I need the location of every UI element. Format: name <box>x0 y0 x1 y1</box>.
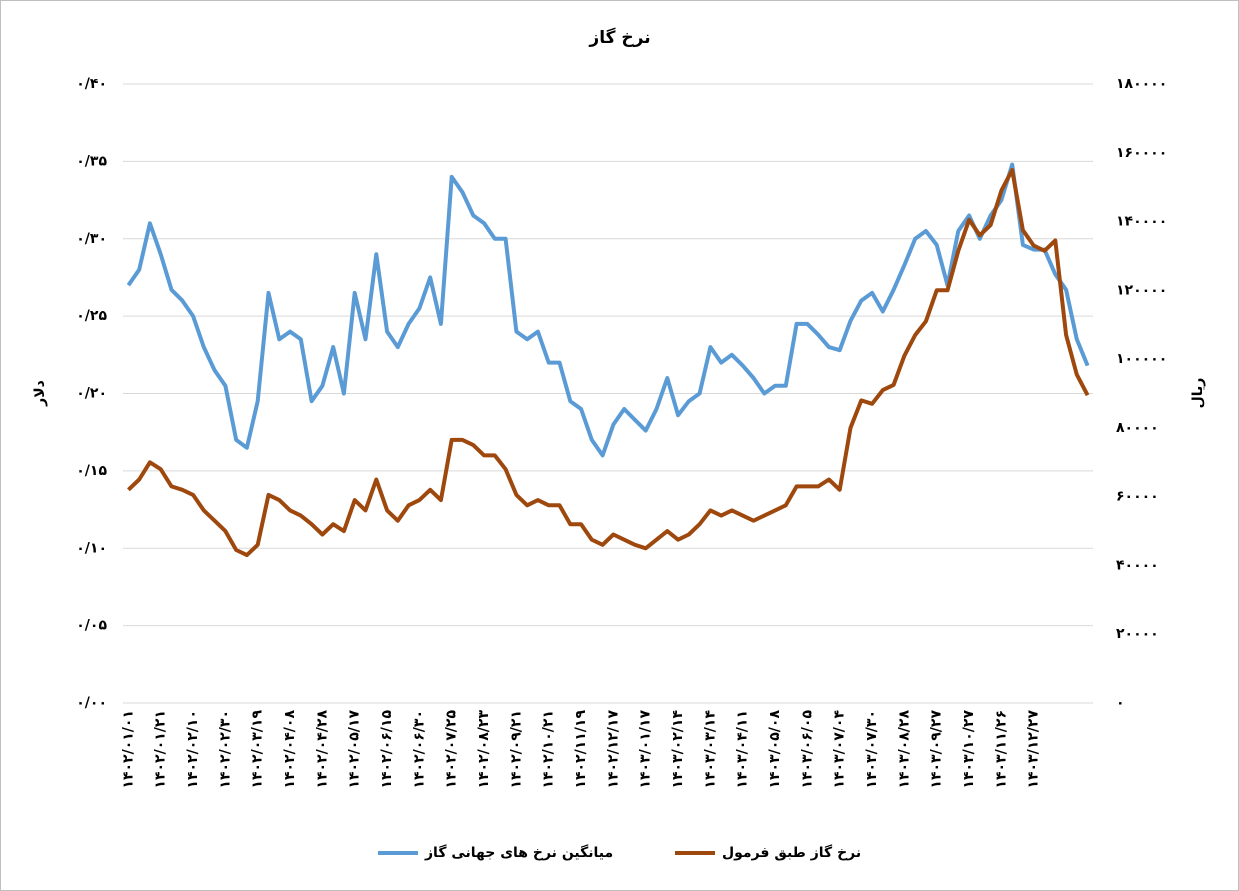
x-tick-label: ۱۴۰۲/۱۰/۲۱ <box>541 710 557 789</box>
chart-title: نرخ گاز <box>588 27 650 48</box>
y2-axis-label: ریال <box>1190 378 1206 409</box>
series-line <box>127 168 1090 558</box>
legend-label: میانگین نرخ های جهانی گاز <box>424 844 613 861</box>
y-tick-label: ۰/۱۰ <box>76 540 107 556</box>
x-tick-label: ۱۴۰۳/۰۹/۲۷ <box>929 710 945 789</box>
y2-tick-label: ۱۰۰۰۰۰ <box>1116 351 1167 367</box>
x-tick-label: ۱۴۰۲/۰۳/۱۹ <box>250 710 266 789</box>
x-tick-label: ۱۴۰۳/۰۶/۰۵ <box>799 710 815 789</box>
series-line <box>126 162 1090 458</box>
x-tick-label: ۱۴۰۲/۰۲/۳۰ <box>217 710 233 789</box>
y-tick-label: ۰/۲۵ <box>76 308 107 324</box>
x-tick-label: ۱۴۰۳/۱۲/۲۷ <box>1026 710 1042 789</box>
x-tick-label: ۱۴۰۲/۰۱/۲۱ <box>153 710 169 789</box>
y2-tick-label: ۴۰۰۰۰ <box>1116 557 1159 573</box>
y2-tick-label: ۱۸۰۰۰۰ <box>1116 76 1167 92</box>
x-tick-label: ۱۴۰۲/۰۷/۲۵ <box>444 710 460 789</box>
y-tick-label: ۰/۴۰ <box>76 76 107 92</box>
y2-tick-label: ۱۲۰۰۰۰ <box>1116 282 1167 298</box>
x-tick-label: ۱۴۰۲/۰۱/۰۱ <box>120 710 136 789</box>
y2-tick-label: ۱۶۰۰۰۰ <box>1116 145 1167 161</box>
x-tick-label: ۱۴۰۲/۰۵/۱۷ <box>347 710 363 789</box>
x-tick-label: ۱۴۰۳/۰۴/۱۱ <box>735 710 751 789</box>
x-tick-label: ۱۴۰۲/۰۶/۳۰ <box>411 710 427 789</box>
x-tick-label: ۱۴۰۲/۰۶/۱۵ <box>379 710 395 789</box>
y-tick-label: ۰/۱۵ <box>76 463 107 479</box>
y2-tick-label: ۰ <box>1116 695 1125 711</box>
y2-tick-label: ۶۰۰۰۰ <box>1116 489 1159 505</box>
y2-tick-label: ۲۰۰۰۰ <box>1116 626 1159 642</box>
x-tick-label: ۱۴۰۲/۱۱/۱۹ <box>573 710 589 789</box>
y-tick-label: ۰/۲۰ <box>76 386 107 402</box>
y2-tick-label: ۸۰۰۰۰ <box>1116 420 1159 436</box>
x-tick-label: ۱۴۰۲/۰۴/۲۸ <box>314 710 330 789</box>
x-tick-label: ۱۴۰۳/۰۳/۱۴ <box>702 710 718 789</box>
x-tick-label: ۱۴۰۳/۰۸/۲۸ <box>896 710 912 789</box>
y-tick-label: ۰/۰۵ <box>76 618 107 634</box>
y-tick-label: ۰/۳۵ <box>76 153 107 169</box>
x-tick-label: ۱۴۰۲/۱۲/۱۷ <box>605 710 621 789</box>
y-tick-label: ۰/۳۰ <box>76 231 107 247</box>
x-tick-label: ۱۴۰۳/۰۲/۱۴ <box>670 710 686 789</box>
x-tick-label: ۱۴۰۲/۰۴/۰۸ <box>282 710 298 789</box>
x-tick-label: ۱۴۰۲/۰۸/۲۳ <box>476 710 492 789</box>
x-tick-label: ۱۴۰۲/۰۹/۲۱ <box>508 710 524 789</box>
x-tick-label: ۱۴۰۳/۰۵/۰۸ <box>767 710 783 789</box>
x-tick-label: ۱۴۰۳/۱۱/۲۶ <box>993 710 1009 789</box>
y2-tick-label: ۱۴۰۰۰۰ <box>1116 214 1167 230</box>
x-tick-label: ۱۴۰۳/۰۷/۰۴ <box>832 710 848 789</box>
x-tick-label: ۱۴۰۳/۰۷/۳۰ <box>864 710 880 789</box>
x-tick-label: ۱۴۰۳/۱۰/۲۷ <box>961 710 977 789</box>
x-tick-label: ۱۴۰۲/۰۲/۱۰ <box>185 710 201 789</box>
y-tick-label: ۰/۰۰ <box>76 695 107 711</box>
legend-label: نرخ گاز طبق فرمول <box>722 844 861 861</box>
x-tick-label: ۱۴۰۳/۰۱/۱۷ <box>638 710 654 789</box>
y-axis-label: دلار <box>32 380 48 407</box>
